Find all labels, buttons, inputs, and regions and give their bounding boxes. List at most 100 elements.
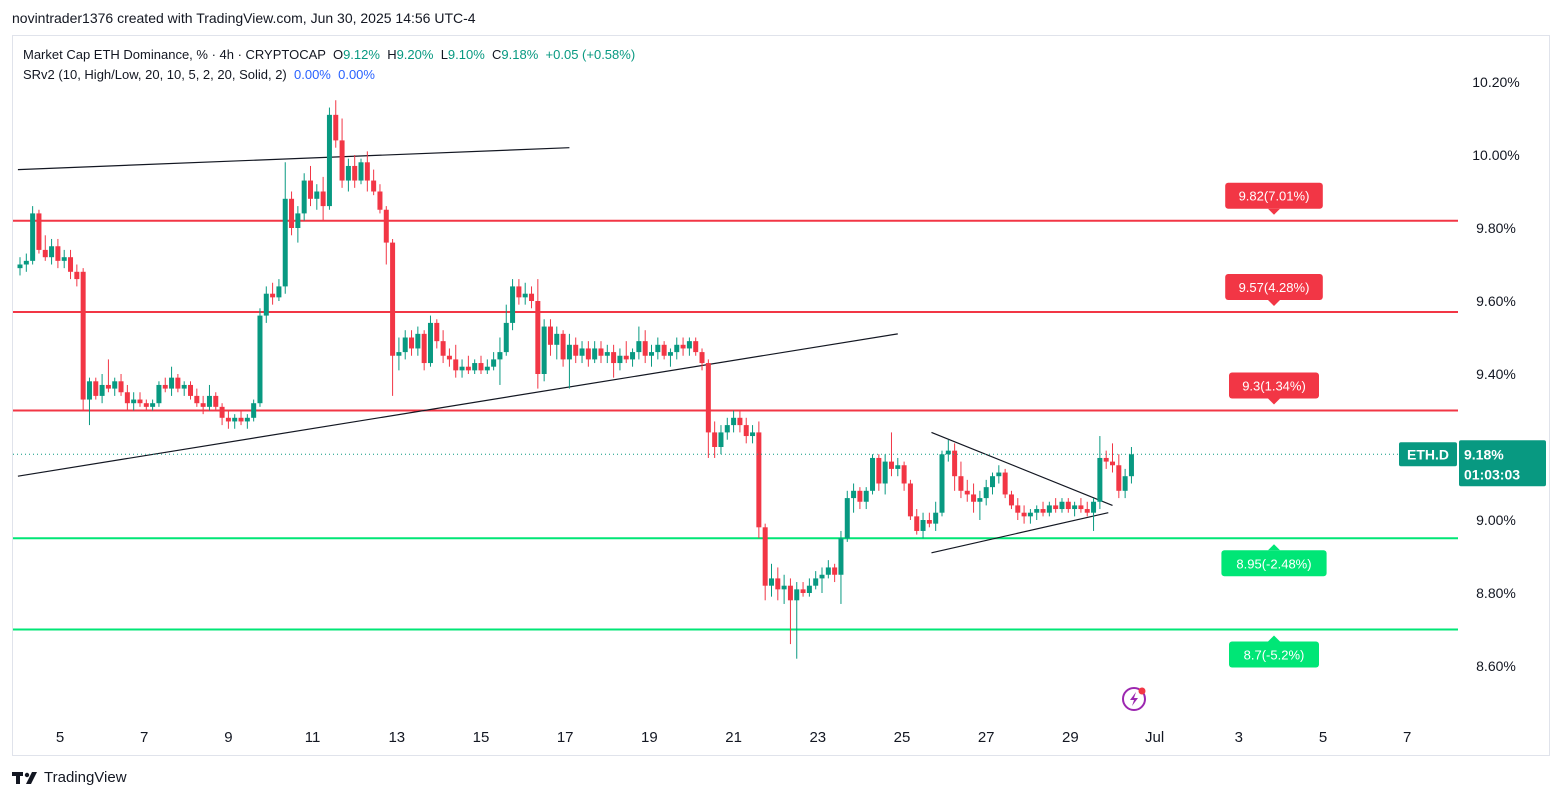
candle-up <box>301 173 307 221</box>
y-tick-label: 8.80% <box>1476 585 1516 601</box>
candle-down <box>1021 505 1027 524</box>
candle-body <box>295 213 301 228</box>
candle-body <box>983 487 989 499</box>
candle-body <box>131 399 137 404</box>
candle-body <box>762 527 768 586</box>
candle-down <box>712 421 718 458</box>
candle-body <box>301 180 307 214</box>
level-label: 8.7(-5.2%) <box>1244 648 1305 663</box>
candle-up <box>326 107 332 210</box>
candle-up <box>150 399 156 411</box>
candle-down <box>585 341 591 367</box>
legend-close-label: C <box>492 47 502 62</box>
candle-up <box>491 352 497 371</box>
candle-down <box>465 355 471 374</box>
candle-up <box>427 315 433 367</box>
candle-body <box>74 271 80 280</box>
candle-up <box>402 330 408 360</box>
candle-up <box>263 286 269 323</box>
candle-body <box>1040 509 1046 513</box>
candle-down <box>914 509 920 535</box>
candle-up <box>863 487 869 510</box>
candle-up <box>939 450 945 517</box>
legend-high-value: 9.20% <box>396 47 434 62</box>
brand-name: TradingView <box>44 769 127 786</box>
candle-body <box>99 384 105 396</box>
candle-body <box>17 264 23 269</box>
candle-body <box>314 191 320 199</box>
legend-indicator-row[interactable]: SRv2 (10, High/Low, 20, 10, 5, 2, 20, So… <box>23 65 635 85</box>
candle-down <box>1078 498 1084 513</box>
tradingview-brand[interactable]: TradingView <box>12 769 127 786</box>
candle-up <box>844 490 850 542</box>
candle-body <box>383 209 389 243</box>
candle-body <box>598 348 604 356</box>
legend-indicator-value-2: 0.00% <box>338 67 375 82</box>
candle-body <box>465 366 471 371</box>
candle-body <box>371 180 377 192</box>
candle-down <box>409 330 415 356</box>
candle-body <box>630 352 636 360</box>
legend-close-value: 9.18% <box>501 47 539 62</box>
candle-up <box>497 337 503 385</box>
candle-body <box>800 589 806 593</box>
candle-body <box>238 417 244 422</box>
candle-body <box>175 377 181 389</box>
candle-body <box>358 162 364 181</box>
legend-indicator-value-1: 0.00% <box>294 67 331 82</box>
candle-down <box>1065 498 1071 513</box>
candle-body <box>522 293 528 298</box>
candle-up <box>459 359 465 378</box>
candle-up <box>649 344 655 367</box>
legend-symbol-row[interactable]: Market Cap ETH Dominance, % · 4h · CRYPT… <box>23 45 635 65</box>
chart-credit-text: novintrader1376 created with TradingView… <box>12 10 476 26</box>
lightning-icon[interactable] <box>1122 687 1146 711</box>
candle-down <box>307 165 313 207</box>
candle-body <box>1128 454 1134 477</box>
candle-up <box>768 563 774 597</box>
candle-body <box>693 341 699 353</box>
candle-down <box>952 443 958 491</box>
candle-up <box>1034 505 1040 520</box>
candle-body <box>42 249 48 258</box>
level-label-pointer <box>1268 544 1280 551</box>
candle-body <box>1059 501 1065 510</box>
candle-down <box>743 417 749 444</box>
candle-body <box>996 472 1002 477</box>
candle-down <box>642 330 648 364</box>
chart-frame[interactable] <box>12 35 1550 756</box>
y-tick-label: 10.20% <box>1472 74 1519 90</box>
legend-change: +0.05 (+0.58%) <box>545 47 636 62</box>
candle-body <box>1103 457 1109 462</box>
x-tick-label: 29 <box>1062 729 1079 746</box>
candle-up <box>484 359 490 374</box>
candle-body <box>718 432 724 447</box>
candle-body <box>1116 465 1122 491</box>
candle-up <box>592 341 598 364</box>
candle-body <box>990 476 996 488</box>
candle-down <box>598 341 604 364</box>
candle-body <box>326 114 332 207</box>
candle-body <box>851 490 857 499</box>
candle-down <box>213 392 219 411</box>
candle-body <box>143 403 149 407</box>
candle-down <box>36 209 42 254</box>
candle-up <box>112 377 118 396</box>
countdown-label: 01:03:03 <box>1464 466 1520 482</box>
candle-down <box>958 461 964 499</box>
candle-up <box>731 410 737 433</box>
candle-down <box>926 512 932 528</box>
candle-body <box>573 344 579 356</box>
candle-down <box>680 337 686 356</box>
candle-body <box>213 395 219 407</box>
candle-body <box>1122 476 1128 491</box>
candle-body <box>882 461 888 484</box>
candle-body <box>1072 505 1078 510</box>
candle-body <box>611 352 617 364</box>
candle-down <box>1103 450 1109 469</box>
x-tick-label: 11 <box>305 729 321 746</box>
candle-up <box>1128 447 1134 484</box>
candle-up <box>61 249 67 269</box>
candle-up <box>156 381 162 407</box>
